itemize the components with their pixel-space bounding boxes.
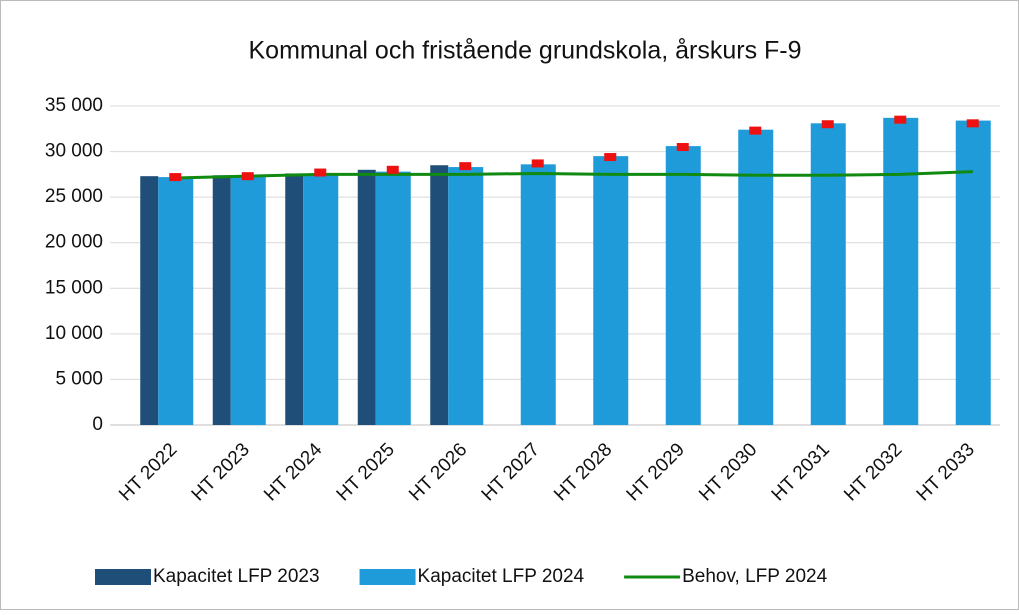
bar bbox=[520, 164, 556, 425]
legend-swatch bbox=[359, 569, 416, 585]
chart-title: Kommunal och fristående grundskola, årsk… bbox=[248, 37, 801, 65]
marker bbox=[169, 173, 182, 182]
bar bbox=[285, 173, 304, 425]
bar bbox=[357, 169, 376, 425]
marker bbox=[966, 119, 979, 128]
marker bbox=[531, 159, 544, 168]
marker bbox=[749, 126, 762, 135]
bar bbox=[883, 117, 919, 425]
marker bbox=[459, 162, 472, 171]
marker bbox=[314, 168, 327, 177]
marker bbox=[386, 165, 399, 174]
line bbox=[175, 170, 973, 180]
marker bbox=[604, 153, 617, 162]
bar bbox=[212, 175, 231, 425]
y-tick-label: 20 000 bbox=[45, 232, 103, 253]
marker bbox=[894, 115, 907, 124]
y-tick-label: 25 000 bbox=[45, 186, 103, 207]
bar bbox=[955, 120, 991, 425]
bar bbox=[738, 129, 774, 425]
y-tick-label: 35 000 bbox=[45, 95, 103, 116]
marker bbox=[241, 172, 254, 181]
legend-label: Kapacitet LFP 2023 bbox=[153, 566, 320, 587]
legend-label: Kapacitet LFP 2024 bbox=[418, 566, 585, 587]
marker bbox=[821, 120, 834, 129]
y-tick-label: 15 000 bbox=[45, 277, 103, 298]
bar bbox=[303, 174, 339, 425]
marker bbox=[676, 143, 689, 152]
bar bbox=[665, 146, 701, 426]
y-tick-label: 5 000 bbox=[55, 368, 103, 389]
y-tick-label: 10 000 bbox=[45, 323, 103, 344]
legend-label: Behov, LFP 2024 bbox=[682, 566, 828, 587]
bar bbox=[230, 177, 266, 425]
bar bbox=[448, 167, 484, 425]
bar bbox=[593, 156, 629, 425]
bar bbox=[430, 165, 449, 425]
legend-swatch bbox=[95, 569, 151, 585]
bar bbox=[810, 123, 846, 426]
bar bbox=[158, 177, 194, 425]
y-tick-label: 0 bbox=[92, 414, 103, 435]
y-tick-label: 30 000 bbox=[45, 141, 103, 162]
bar bbox=[375, 171, 411, 425]
bar bbox=[140, 176, 159, 425]
